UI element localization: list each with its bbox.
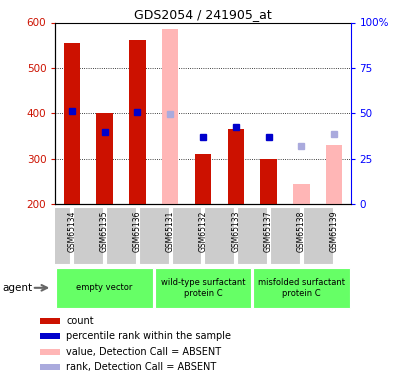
Bar [194, 154, 211, 204]
Text: count: count [66, 316, 93, 326]
Text: agent: agent [2, 283, 32, 293]
Text: GSM65131: GSM65131 [165, 211, 174, 252]
Bar [302, 207, 332, 264]
Title: GDS2054 / 241905_at: GDS2054 / 241905_at [134, 8, 271, 21]
Text: empty vector: empty vector [76, 284, 133, 292]
Bar [63, 42, 80, 204]
Text: GSM65134: GSM65134 [67, 211, 76, 252]
Bar [162, 29, 178, 204]
Bar [40, 318, 61, 324]
Bar [252, 267, 349, 308]
Bar [40, 207, 70, 264]
Text: GSM65135: GSM65135 [100, 211, 109, 252]
Text: GSM65138: GSM65138 [296, 211, 305, 252]
Bar [270, 207, 299, 264]
Bar [106, 207, 135, 264]
Bar [40, 333, 61, 339]
Text: rank, Detection Call = ABSENT: rank, Detection Call = ABSENT [66, 362, 216, 372]
Bar [40, 349, 61, 355]
Bar [227, 129, 243, 204]
Text: value, Detection Call = ABSENT: value, Detection Call = ABSENT [66, 347, 220, 357]
Bar [204, 207, 234, 264]
Bar [154, 267, 251, 308]
Bar [237, 207, 266, 264]
Text: GSM65136: GSM65136 [133, 211, 142, 252]
Bar [56, 267, 153, 308]
Bar [40, 364, 61, 370]
Text: wild-type surfactant
protein C: wild-type surfactant protein C [160, 278, 245, 297]
Bar [260, 159, 276, 204]
Text: GSM65137: GSM65137 [263, 211, 272, 252]
Text: misfolded surfactant
protein C: misfolded surfactant protein C [257, 278, 344, 297]
Bar [171, 207, 201, 264]
Bar [96, 113, 112, 204]
Bar [292, 184, 309, 204]
Text: percentile rank within the sample: percentile rank within the sample [66, 332, 230, 341]
Text: GSM65133: GSM65133 [231, 211, 240, 252]
Bar [73, 207, 103, 264]
Bar [325, 145, 342, 204]
Bar [129, 40, 145, 204]
Bar [139, 207, 168, 264]
Text: GSM65139: GSM65139 [329, 211, 338, 252]
Text: GSM65132: GSM65132 [198, 211, 207, 252]
